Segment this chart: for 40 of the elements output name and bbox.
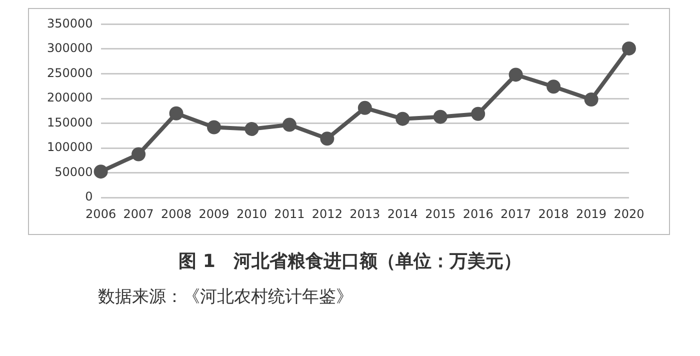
point xyxy=(622,41,636,56)
y-tick-label: 200000 xyxy=(46,90,93,105)
x-tick-label: 2020 xyxy=(614,206,644,221)
y-tick-label: 300000 xyxy=(46,41,93,56)
point xyxy=(471,106,486,121)
x-tick-label: 2010 xyxy=(236,206,267,221)
point xyxy=(508,68,523,82)
point xyxy=(244,122,259,136)
point xyxy=(584,92,598,107)
x-tick-label: 2019 xyxy=(576,206,607,221)
x-tick-label: 2007 xyxy=(123,206,154,221)
point xyxy=(132,147,146,162)
point xyxy=(94,164,108,179)
x-tick-label: 2013 xyxy=(350,206,380,221)
point xyxy=(433,110,448,124)
point xyxy=(169,106,184,120)
point xyxy=(206,120,221,134)
y-tick-label: 250000 xyxy=(46,66,93,80)
point xyxy=(396,112,410,126)
y-tick-label: 0 xyxy=(85,190,93,204)
y-tick-label: 350000 xyxy=(46,16,93,30)
x-tick-label: 2016 xyxy=(462,206,494,221)
x-tick-label: 2018 xyxy=(538,206,569,221)
x-tick-label: 2014 xyxy=(387,206,418,221)
point xyxy=(358,100,372,115)
x-tick-label: 2017 xyxy=(500,206,532,221)
point xyxy=(282,118,296,132)
y-tick-label: 150000 xyxy=(46,115,93,130)
x-tick-label: 2006 xyxy=(86,206,116,221)
y-tick-label: 100000 xyxy=(46,140,93,154)
x-tick-label: 2008 xyxy=(160,206,192,221)
x-tick-label: 2009 xyxy=(198,206,230,221)
x-tick-label: 2012 xyxy=(312,206,342,221)
x-tick-label: 2015 xyxy=(425,206,456,221)
point xyxy=(546,80,561,94)
x-tick-label: 2011 xyxy=(274,206,305,221)
y-tick-label: 50000 xyxy=(54,164,93,179)
source-note: 数据来源：《河北农村统计年鉴》 xyxy=(98,286,354,308)
text: 图 1 河北省粮食进口额（单位：万美元） xyxy=(178,250,522,273)
point xyxy=(320,132,334,146)
